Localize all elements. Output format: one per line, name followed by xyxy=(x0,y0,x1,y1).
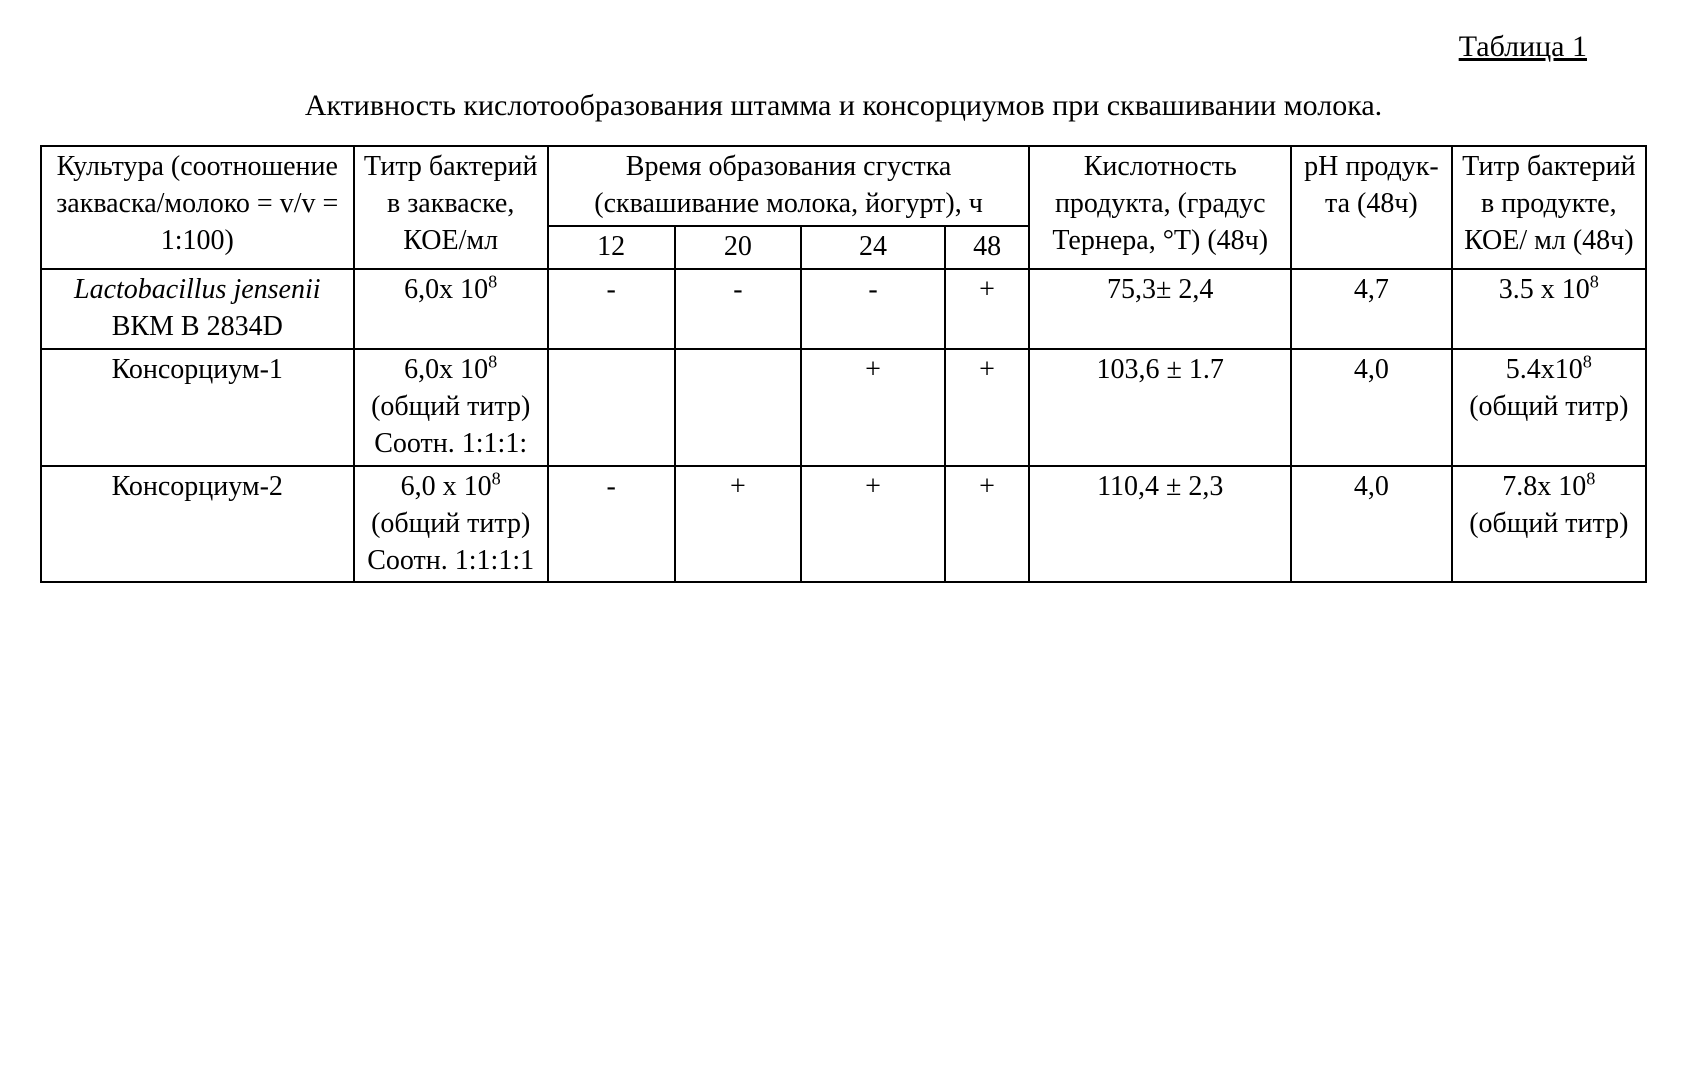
col-header-t48: 48 xyxy=(945,226,1029,269)
data-table: Культура (соотношение закваска/молоко = … xyxy=(40,145,1647,583)
cell-culture: Lactobacillus jensenii ВКМ В 2834D xyxy=(41,269,354,349)
table-row: Консорциум-1 6,0x 108 (общий титр) Соотн.… xyxy=(41,349,1646,466)
cell-t48: + xyxy=(945,466,1029,583)
cell-acidity: 103,6 ± 1.7 xyxy=(1029,349,1291,466)
cell-t20: - xyxy=(675,269,802,349)
culture-name-plain: ВКМ В 2834D xyxy=(112,311,283,342)
col-header-t20: 20 xyxy=(675,226,802,269)
cell-t20 xyxy=(675,349,802,466)
col-header-t24: 24 xyxy=(801,226,945,269)
table-label: Таблица 1 xyxy=(40,30,1587,64)
table-caption: Активность кислотообразования штамма и к… xyxy=(40,89,1647,123)
col-header-product-titer: Титр бактерий в продукте, КОЕ/ мл (48ч) xyxy=(1452,146,1646,269)
cell-ph: 4,7 xyxy=(1291,269,1451,349)
culture-name-plain: Консорциум-1 xyxy=(112,354,283,385)
culture-name-plain: Консорциум-2 xyxy=(112,471,283,502)
cell-starter-titer: 6,0x 108 xyxy=(354,269,548,349)
cell-t24: - xyxy=(801,269,945,349)
col-header-time-group: Время образования сгустка (сквашивание м… xyxy=(548,146,1029,226)
cell-t20: + xyxy=(675,466,802,583)
col-header-t12: 12 xyxy=(548,226,675,269)
cell-acidity: 110,4 ± 2,3 xyxy=(1029,466,1291,583)
col-header-ph: pH продук-та (48ч) xyxy=(1291,146,1451,269)
table-row: Lactobacillus jensenii ВКМ В 2834D6,0x 1… xyxy=(41,269,1646,349)
cell-acidity: 75,3± 2,4 xyxy=(1029,269,1291,349)
col-header-starter-titer: Титр бактерий в закваске, КОЕ/мл xyxy=(354,146,548,269)
cell-t12 xyxy=(548,349,675,466)
col-header-culture: Культура (соотношение закваска/молоко = … xyxy=(41,146,354,269)
col-header-acidity: Кислотность продукта, (градус Тернера, °… xyxy=(1029,146,1291,269)
cell-product-titer: 7.8x 108 (общий титр) xyxy=(1452,466,1646,583)
culture-name-italic: Lactobacillus jensenii xyxy=(74,274,321,305)
cell-culture: Консорциум-2 xyxy=(41,466,354,583)
cell-t12: - xyxy=(548,466,675,583)
cell-t24: + xyxy=(801,466,945,583)
cell-t48: + xyxy=(945,269,1029,349)
cell-ph: 4,0 xyxy=(1291,349,1451,466)
cell-ph: 4,0 xyxy=(1291,466,1451,583)
cell-product-titer: 3.5 x 108 xyxy=(1452,269,1646,349)
cell-starter-titer: 6,0x 108 (общий титр) Соотн. 1:1:1: xyxy=(354,349,548,466)
cell-product-titer: 5.4x108 (общий титр) xyxy=(1452,349,1646,466)
cell-t48: + xyxy=(945,349,1029,466)
cell-t24: + xyxy=(801,349,945,466)
table-row: Консорциум-2 6,0 x 108 (общий титр) Соотн… xyxy=(41,466,1646,583)
header-row-1: Культура (соотношение закваска/молоко = … xyxy=(41,146,1646,226)
cell-culture: Консорциум-1 xyxy=(41,349,354,466)
cell-t12: - xyxy=(548,269,675,349)
cell-starter-titer: 6,0 x 108 (общий титр) Соотн. 1:1:1:1 xyxy=(354,466,548,583)
table-body: Lactobacillus jensenii ВКМ В 2834D6,0x 1… xyxy=(41,269,1646,583)
